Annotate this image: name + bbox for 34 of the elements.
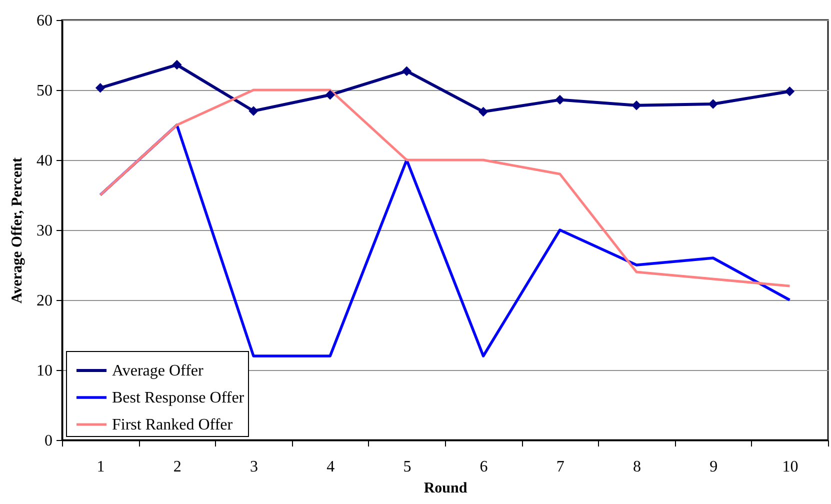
point <box>95 83 106 93</box>
y-tick-label: 20 <box>36 292 52 310</box>
x-tick-label: 2 <box>173 458 182 476</box>
x-tick-label: 4 <box>326 458 335 476</box>
y-tick-label: 60 <box>36 12 52 30</box>
x-tick-label: 9 <box>710 458 718 476</box>
y-tick-label: 50 <box>36 82 52 100</box>
line-series <box>98 124 792 358</box>
line-series <box>99 88 791 288</box>
x-tick-label: 1 <box>96 458 105 476</box>
y-axis-title: Average Offer, Percent <box>10 158 26 304</box>
point <box>248 106 258 116</box>
point <box>325 90 335 100</box>
point <box>708 99 718 109</box>
y-tick-label: 30 <box>36 222 52 240</box>
x-axis-title: Round <box>424 480 468 496</box>
x-tick-label: 6 <box>480 458 488 476</box>
point <box>784 86 795 96</box>
x-tick-label: 10 <box>782 458 798 476</box>
legend-label: Best Response Offer <box>112 390 245 406</box>
point <box>172 60 182 70</box>
point <box>478 106 488 117</box>
y-tick-label: 10 <box>36 362 52 380</box>
point <box>555 94 565 105</box>
point <box>402 66 412 76</box>
x-tick-label: 8 <box>633 458 641 476</box>
x-tick-label: 5 <box>403 458 412 476</box>
legend-label: Average Offer <box>112 362 204 380</box>
point <box>632 100 642 110</box>
legend-label: First Ranked Offer <box>112 416 234 434</box>
x-tick-label: 3 <box>250 458 258 476</box>
y-tick-label: 40 <box>36 152 52 170</box>
x-tick-label: 7 <box>556 458 564 476</box>
y-tick-label: 0 <box>44 432 52 450</box>
